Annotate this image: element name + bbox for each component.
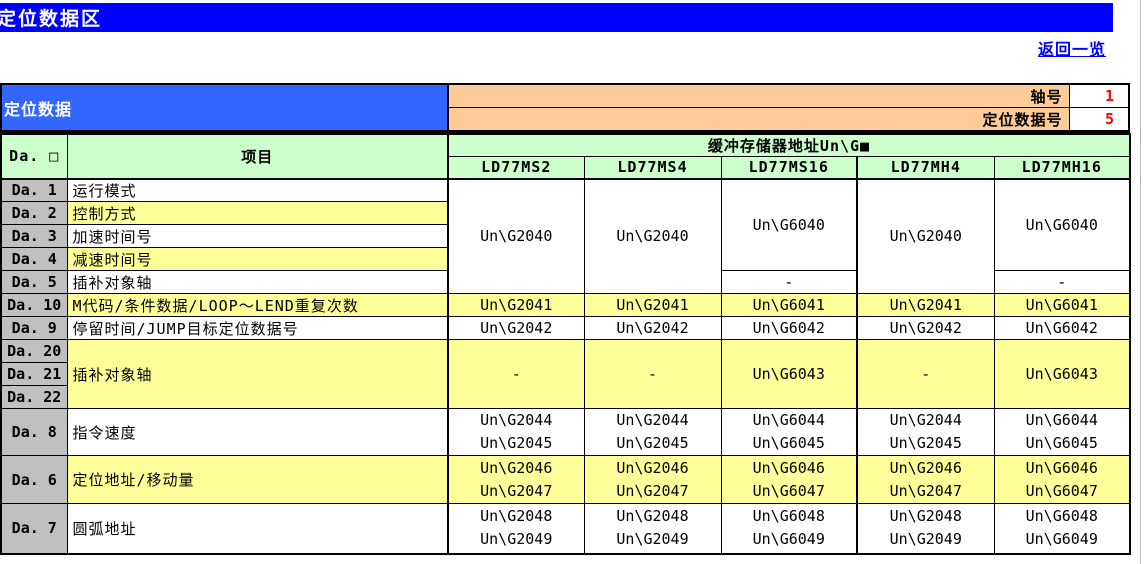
address-cell: Un\G2046 Un\G2047 xyxy=(856,455,995,504)
item-cell: M代码/条件数据/LOOP～LEND重复次数 xyxy=(66,293,449,317)
address-cell: - xyxy=(720,270,858,294)
address-cell: Un\G2042 xyxy=(447,316,585,340)
address-cell: Un\G2040 xyxy=(856,178,995,294)
address-cell: Un\G6046 Un\G6047 xyxy=(993,455,1131,504)
sheet: 定位数据 轴号 1 定位数据号 5 Da. □ 项目 缓冲存储器地址Un\G■ … xyxy=(0,83,1131,555)
address-cell: Un\G2048 Un\G2049 xyxy=(583,503,722,554)
data-no-value-cell[interactable]: 5 xyxy=(1068,107,1130,132)
item-cell: 加速时间号 xyxy=(66,224,449,248)
item-cell: 指令速度 xyxy=(66,408,449,456)
address-cell: Un\G2040 xyxy=(447,178,585,294)
address-cell: Un\G2042 xyxy=(583,316,722,340)
address-cell: Un\G6041 xyxy=(720,293,858,317)
da-label: Da. 7 xyxy=(0,503,68,554)
address-cell: Un\G6044 Un\G6045 xyxy=(993,408,1131,456)
item-cell: 插补对象轴 xyxy=(66,339,449,409)
model-header-ld77ms4: LD77MS4 xyxy=(583,156,722,180)
address-cell: Un\G6048 Un\G6049 xyxy=(720,503,858,554)
address-cell: Un\G2046 Un\G2047 xyxy=(583,455,722,504)
da-label: Da. 9 xyxy=(0,316,68,340)
da-label: Da. 6 xyxy=(0,455,68,504)
da-label: Da. 3 xyxy=(0,224,68,248)
item-cell: 插补对象轴 xyxy=(66,270,449,294)
address-cell: Un\G6042 xyxy=(720,316,858,340)
address-cell: Un\G2041 xyxy=(856,293,995,317)
address-cell: Un\G2040 xyxy=(583,178,722,294)
address-cell: - xyxy=(583,339,722,409)
item-cell: 减速时间号 xyxy=(66,247,449,271)
address-cell: Un\G6044 Un\G6045 xyxy=(720,408,858,456)
address-cell: Un\G6040 xyxy=(993,178,1131,271)
address-cell: Un\G6041 xyxy=(993,293,1131,317)
da-label: Da. 4 xyxy=(0,247,68,271)
address-cell: Un\G2046 Un\G2047 xyxy=(447,455,585,504)
item-header: 项目 xyxy=(66,133,449,180)
address-cell: Un\G2048 Un\G2049 xyxy=(856,503,995,554)
buffer-address-table: Da. □ 项目 缓冲存储器地址Un\G■ LD77MS2 LD77MS4 LD… xyxy=(0,133,1131,555)
item-cell: 圆弧地址 xyxy=(66,503,449,554)
address-cell: - xyxy=(856,339,995,409)
da-label: Da. 2 xyxy=(0,201,68,225)
info-panel: 定位数据 轴号 1 定位数据号 5 xyxy=(0,83,1130,133)
da-label: Da. 20 xyxy=(0,339,68,363)
da-label: Da. 8 xyxy=(0,408,68,456)
item-cell: 定位地址/移动量 xyxy=(66,455,449,504)
title-bar: 定位数据区 xyxy=(0,3,1113,32)
da-label: Da. 1 xyxy=(0,178,68,202)
address-cell: Un\G2041 xyxy=(447,293,585,317)
address-cell: Un\G2042 xyxy=(856,316,995,340)
address-cell: - xyxy=(993,270,1131,294)
address-cell: Un\G2044 Un\G2045 xyxy=(583,408,722,456)
address-cell: Un\G2044 Un\G2045 xyxy=(447,408,585,456)
address-cell: Un\G6042 xyxy=(993,316,1131,340)
da-label: Da. 21 xyxy=(0,362,68,386)
axis-value-cell[interactable]: 1 xyxy=(1068,83,1130,108)
address-cell: - xyxy=(447,339,585,409)
da-label: Da. 5 xyxy=(0,270,68,294)
item-cell: 运行模式 xyxy=(66,178,449,202)
da-label: Da. 10 xyxy=(0,293,68,317)
address-cell: Un\G2044 Un\G2045 xyxy=(856,408,995,456)
da-label: Da. 22 xyxy=(0,385,68,409)
corner-header: Da. □ xyxy=(0,133,68,180)
address-cell: Un\G2048 Un\G2049 xyxy=(447,503,585,554)
data-no-label: 定位数据号 xyxy=(447,107,1070,132)
model-header-ld77mh4: LD77MH4 xyxy=(856,156,995,180)
model-header-ld77mh16: LD77MH16 xyxy=(993,156,1131,180)
address-cell: Un\G6043 xyxy=(993,339,1131,409)
window-edge xyxy=(1140,0,1141,564)
address-cell: Un\G6043 xyxy=(720,339,858,409)
address-cell: Un\G6046 Un\G6047 xyxy=(720,455,858,504)
back-to-list-link[interactable]: 返回一览 xyxy=(1037,40,1106,59)
page-title: 定位数据区 xyxy=(0,8,103,30)
item-cell: 停留时间/JUMP目标定位数据号 xyxy=(66,316,449,340)
model-header-ld77ms16: LD77MS16 xyxy=(720,156,858,180)
model-header-ld77ms2: LD77MS2 xyxy=(447,156,585,180)
address-cell: Un\G6040 xyxy=(720,178,858,271)
address-cell: Un\G2041 xyxy=(583,293,722,317)
axis-label: 轴号 xyxy=(447,83,1070,108)
address-cell: Un\G6048 Un\G6049 xyxy=(993,503,1131,554)
item-cell: 控制方式 xyxy=(66,201,449,225)
info-panel-title: 定位数据 xyxy=(0,83,449,132)
buffer-header: 缓冲存储器地址Un\G■ xyxy=(447,133,1131,157)
